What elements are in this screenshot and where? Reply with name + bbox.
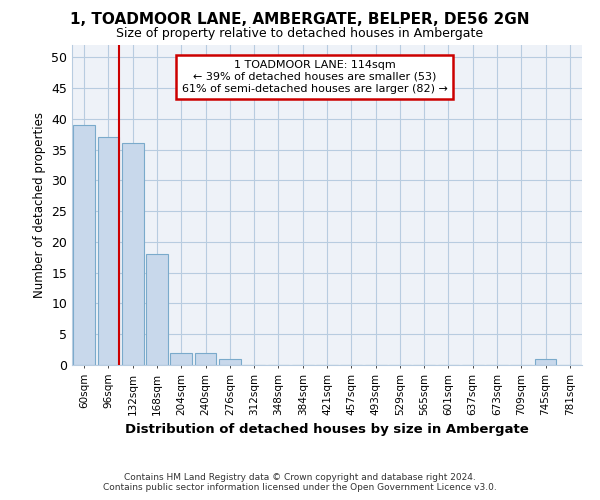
Text: Contains HM Land Registry data © Crown copyright and database right 2024.
Contai: Contains HM Land Registry data © Crown c… [103,473,497,492]
Text: 1 TOADMOOR LANE: 114sqm
← 39% of detached houses are smaller (53)
61% of semi-de: 1 TOADMOOR LANE: 114sqm ← 39% of detache… [182,60,448,94]
Text: Size of property relative to detached houses in Ambergate: Size of property relative to detached ho… [116,28,484,40]
Bar [122,144,143,365]
Bar [535,359,556,365]
Bar [146,254,168,365]
Text: 1, TOADMOOR LANE, AMBERGATE, BELPER, DE56 2GN: 1, TOADMOOR LANE, AMBERGATE, BELPER, DE5… [70,12,530,28]
X-axis label: Distribution of detached houses by size in Ambergate: Distribution of detached houses by size … [125,423,529,436]
Bar [219,359,241,365]
Y-axis label: Number of detached properties: Number of detached properties [32,112,46,298]
Bar [194,352,217,365]
Bar [73,125,95,365]
Bar [170,352,192,365]
Bar [97,138,119,365]
